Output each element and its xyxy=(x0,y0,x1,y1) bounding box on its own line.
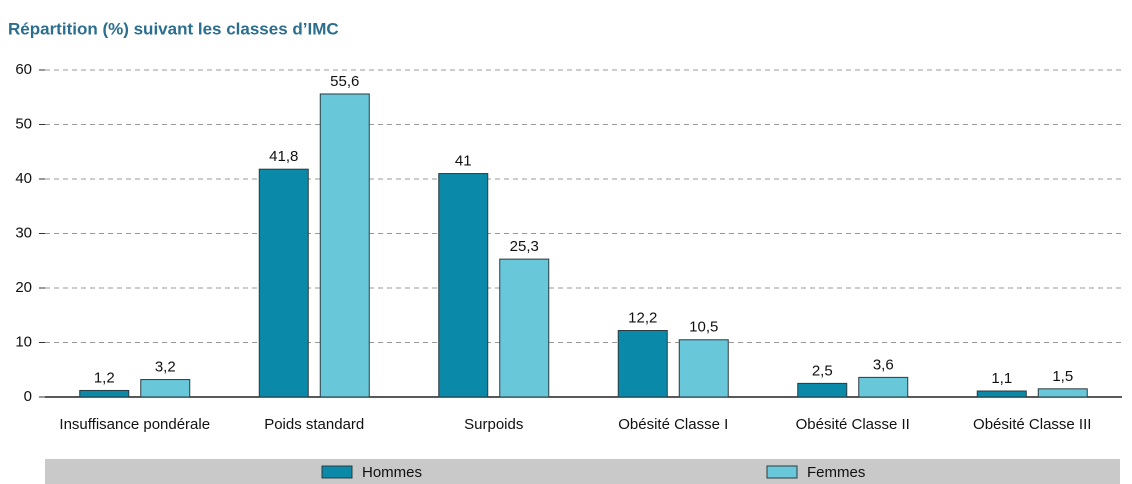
bar xyxy=(1037,388,1088,398)
bar xyxy=(258,168,309,398)
x-tick-label: Poids standard xyxy=(264,416,364,433)
y-tick-label: 50 xyxy=(15,115,32,132)
data-label: 3,2 xyxy=(155,359,176,376)
x-tick-label: Obésité Classe II xyxy=(796,416,910,433)
y-tick-label: 10 xyxy=(15,333,32,350)
chart-title: Répartition (%) suivant les classes d’IM… xyxy=(8,19,339,38)
bar xyxy=(140,379,191,398)
data-label: 2,5 xyxy=(812,362,833,379)
data-label: 10,5 xyxy=(689,319,718,336)
bar xyxy=(797,382,848,398)
bar xyxy=(438,173,489,398)
bar xyxy=(678,339,729,398)
data-label: 25,3 xyxy=(510,238,539,255)
legend-label: Femmes xyxy=(807,464,865,481)
data-label: 1,2 xyxy=(94,369,115,386)
bar xyxy=(79,389,130,398)
x-tick-label: Insuffisance pondérale xyxy=(59,416,210,433)
y-tick-label: 30 xyxy=(15,224,32,241)
data-label: 1,5 xyxy=(1052,368,1073,385)
legend-label: Hommes xyxy=(362,464,422,481)
legend-band xyxy=(45,459,1120,484)
bar xyxy=(319,93,370,398)
x-tick-label: Obésité Classe I xyxy=(618,416,728,433)
bar xyxy=(976,390,1027,398)
x-tick-label: Obésité Classe III xyxy=(973,416,1091,433)
data-label: 55,6 xyxy=(330,73,359,90)
data-label: 41,8 xyxy=(269,148,298,165)
y-tick-label: 0 xyxy=(24,388,32,405)
y-tick-label: 60 xyxy=(15,61,32,78)
y-tick-label: 40 xyxy=(15,170,32,187)
x-tick-label: Surpoids xyxy=(464,416,523,433)
data-label: 12,2 xyxy=(628,309,657,326)
legend-swatch xyxy=(766,465,798,479)
data-label: 3,6 xyxy=(873,356,894,373)
data-label: 41 xyxy=(455,153,472,170)
bar xyxy=(858,376,909,398)
bar xyxy=(499,258,550,398)
legend-swatch xyxy=(321,465,353,479)
data-label: 1,1 xyxy=(991,370,1012,387)
bar xyxy=(617,330,668,398)
y-tick-label: 20 xyxy=(15,279,32,296)
